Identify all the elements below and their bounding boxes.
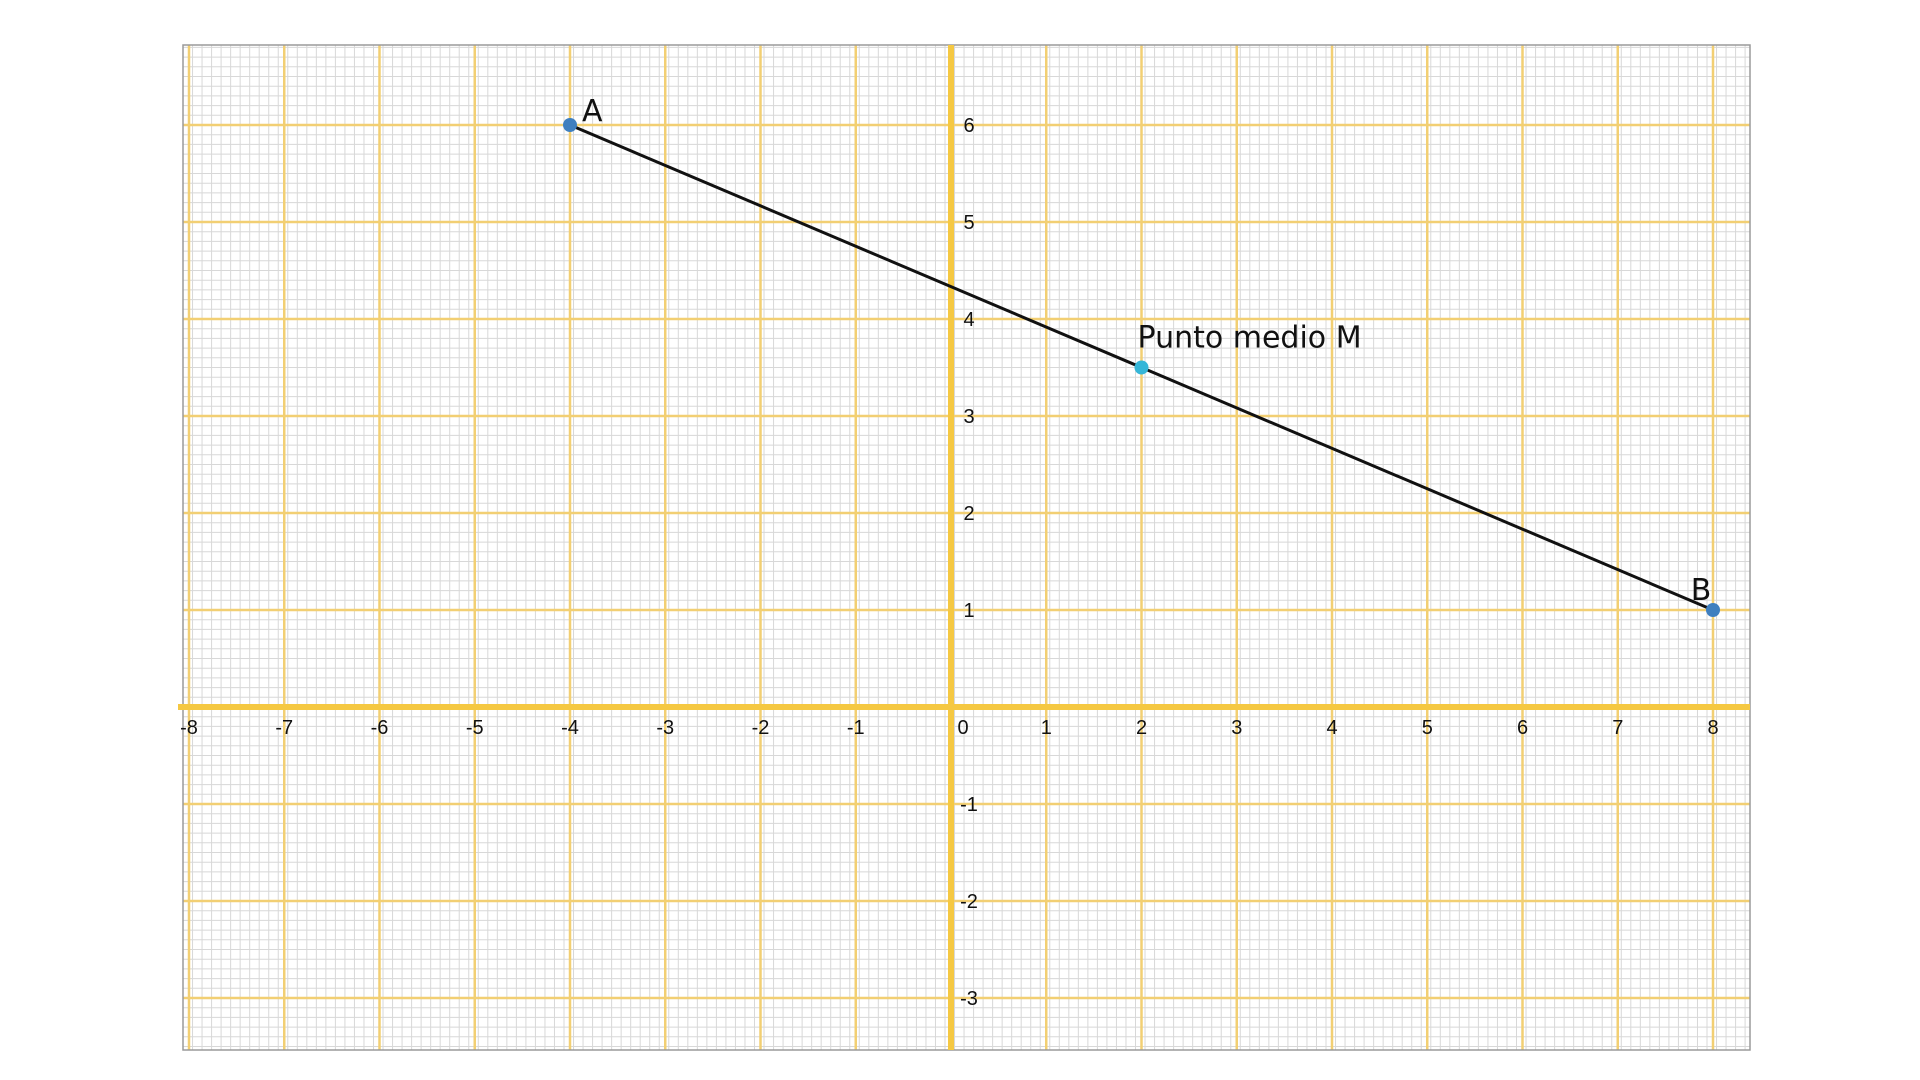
x-tick-label: -5 (466, 717, 484, 739)
point-label-a: A (582, 94, 603, 129)
x-tick-labels: -8 -7 -6 -5 -4 -3 -2 -1 0 1 2 3 4 5 6 7 8 (180, 717, 1718, 739)
x-tick-label: 3 (1231, 717, 1242, 739)
x-tick-label: -8 (180, 717, 198, 739)
y-tick-label: 5 (963, 212, 974, 234)
x-tick-label: -6 (371, 717, 389, 739)
y-tick-label: -1 (960, 794, 978, 816)
point-b (1706, 603, 1720, 617)
point-label-b: B (1691, 573, 1712, 608)
y-tick-label: -2 (960, 891, 978, 913)
major-grid (183, 45, 1750, 1050)
y-tick-label: -3 (960, 988, 978, 1010)
x-tick-label: 6 (1517, 717, 1528, 739)
x-tick-label: 0 (957, 717, 968, 739)
y-tick-label: 4 (963, 309, 974, 331)
plot-frame (182, 44, 1751, 1051)
x-tick-label: 7 (1612, 717, 1623, 739)
y-tick-labels: 6 5 4 3 2 1 -1 -2 -3 (960, 115, 978, 1010)
x-tick-label: 5 (1422, 717, 1433, 739)
y-tick-label: 6 (963, 115, 974, 137)
point-punto-medio-m (1134, 360, 1149, 375)
x-tick-label: 4 (1326, 717, 1337, 739)
x-tick-label: 1 (1041, 717, 1052, 739)
x-tick-label: 8 (1707, 717, 1718, 739)
x-tick-label: -2 (752, 717, 770, 739)
x-tick-label: -1 (847, 717, 865, 739)
x-tick-label: 2 (1136, 717, 1147, 739)
x-tick-label: -7 (275, 717, 293, 739)
point-a (563, 118, 577, 132)
x-tick-label: -3 (656, 717, 674, 739)
point-label-punto-medio-m: Punto medio M (1138, 321, 1362, 356)
y-tick-label: 2 (963, 503, 974, 525)
points: A B Punto medio M (563, 94, 1720, 617)
y-tick-label: 3 (963, 406, 974, 428)
x-tick-label: -4 (561, 717, 579, 739)
axes (178, 45, 1750, 1050)
y-tick-label: 1 (963, 600, 974, 622)
